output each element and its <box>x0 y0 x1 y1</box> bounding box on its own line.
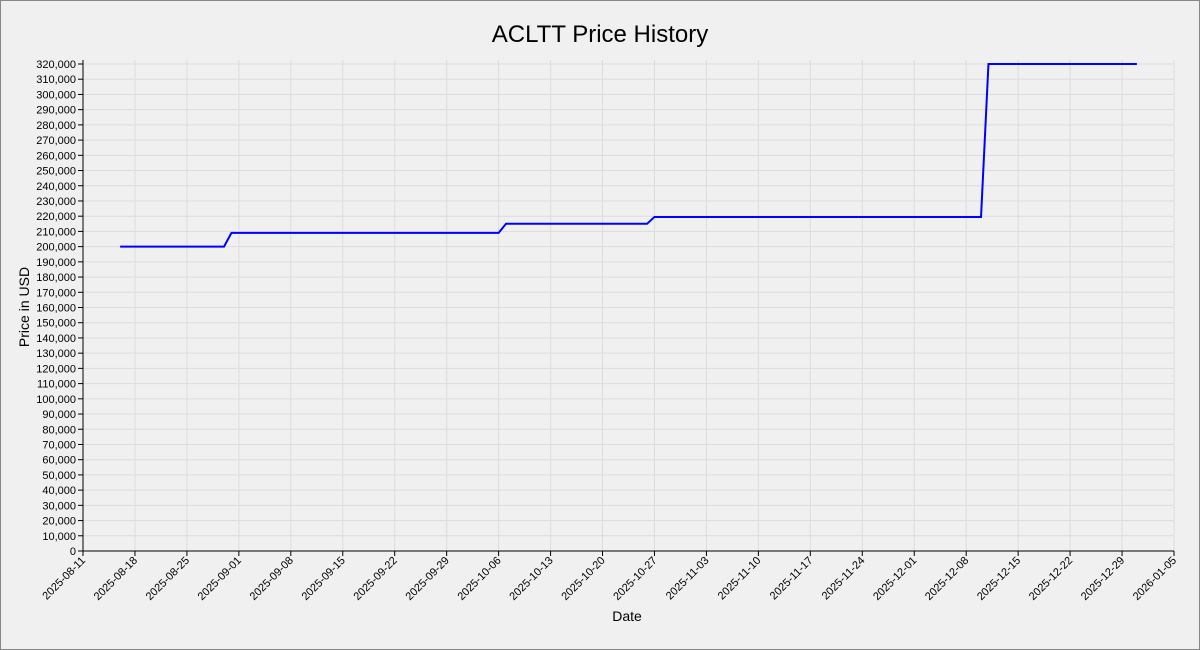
y-tick-label: 290,000 <box>36 105 76 117</box>
y-tick-label: 210,000 <box>36 226 76 238</box>
y-tick-label: 220,000 <box>36 211 76 223</box>
y-tick-label: 90,000 <box>42 409 76 421</box>
y-tick-label: 300,000 <box>36 89 76 101</box>
y-tick-label: 140,000 <box>36 333 76 345</box>
y-tick-label: 80,000 <box>42 424 76 436</box>
y-tick-label: 70,000 <box>42 439 76 451</box>
x-axis-label: Date <box>612 608 642 624</box>
y-tick-label: 0 <box>70 546 76 558</box>
y-tick-label: 260,000 <box>36 150 76 162</box>
y-tick-label: 20,000 <box>42 516 76 528</box>
y-tick-label: 150,000 <box>36 318 76 330</box>
y-tick-label: 230,000 <box>36 196 76 208</box>
y-tick-label: 40,000 <box>42 485 76 497</box>
y-tick-label: 30,000 <box>42 500 76 512</box>
y-tick-label: 190,000 <box>36 257 76 269</box>
y-tick-label: 310,000 <box>36 74 76 86</box>
y-tick-label: 130,000 <box>36 348 76 360</box>
y-tick-label: 250,000 <box>36 166 76 178</box>
chart-title: ACLTT Price History <box>492 21 708 48</box>
y-tick-label: 270,000 <box>36 135 76 147</box>
y-tick-label: 110,000 <box>37 379 76 391</box>
y-tick-label: 160,000 <box>36 303 76 315</box>
y-tick-label: 180,000 <box>36 272 76 284</box>
y-axis-label: Price in USD <box>16 267 32 347</box>
y-tick-label: 200,000 <box>36 242 76 254</box>
y-tick-label: 50,000 <box>42 470 76 482</box>
y-tick-label: 10,000 <box>42 531 76 543</box>
y-tick-label: 280,000 <box>36 120 76 132</box>
y-tick-label: 320,000 <box>36 59 76 71</box>
y-tick-label: 170,000 <box>36 287 76 299</box>
y-tick-label: 100,000 <box>36 394 76 406</box>
y-tick-label: 120,000 <box>36 363 76 375</box>
y-tick-label: 60,000 <box>42 455 76 467</box>
y-tick-label: 240,000 <box>36 181 76 193</box>
price-line <box>120 63 1137 248</box>
